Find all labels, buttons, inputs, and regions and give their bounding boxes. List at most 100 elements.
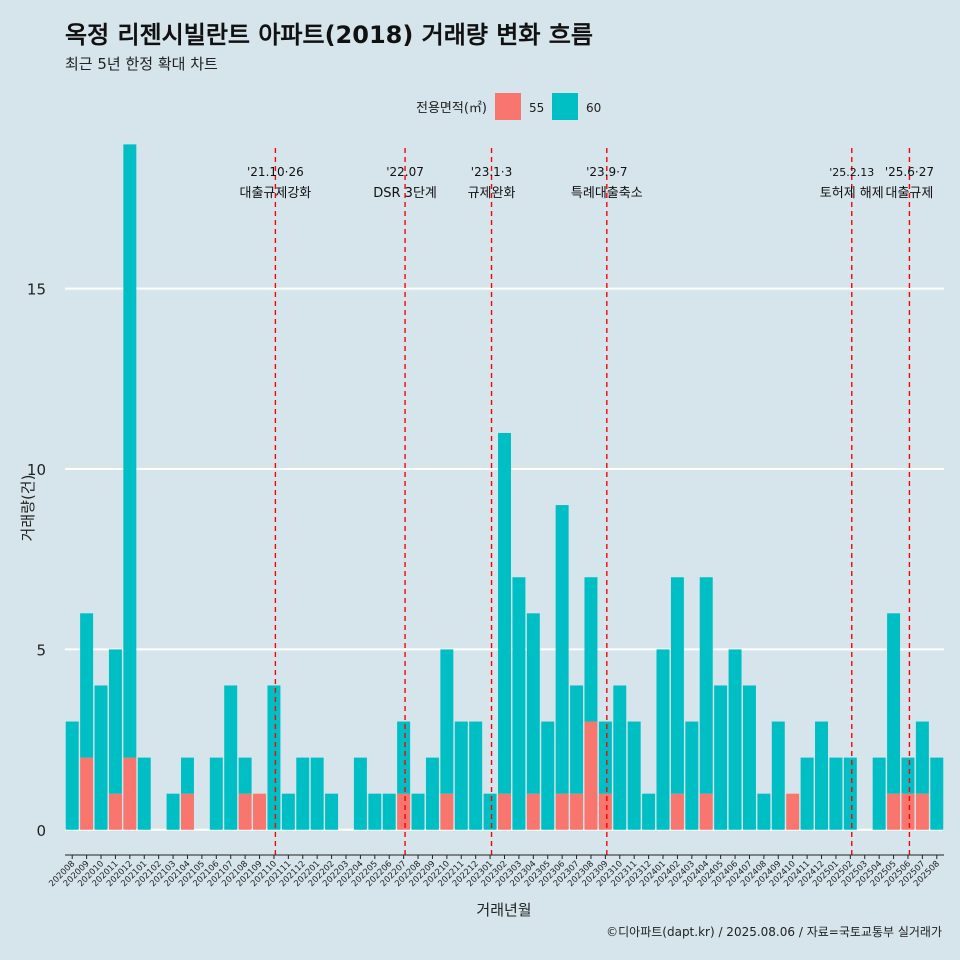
bar-202212-60	[469, 721, 483, 830]
bar-202204-60	[353, 757, 367, 830]
bar-202504-60	[872, 757, 886, 830]
bar-202407-60	[742, 685, 756, 830]
y-tick-label-15: 15	[27, 281, 46, 299]
bar-202404-60	[699, 577, 713, 794]
bar-202410-55	[786, 793, 800, 830]
bar-202507-60	[915, 721, 929, 794]
bar-202108-60	[238, 757, 252, 794]
chart-title: 옥정 리젠시빌란트 아파트(2018) 거래량 변화 흐름	[65, 21, 593, 49]
bar-202009-55	[80, 757, 94, 830]
bar-202111-60	[281, 793, 295, 830]
bar-202402-55	[670, 793, 684, 830]
bar-202110-60	[267, 685, 281, 830]
bar-202403-60	[685, 721, 699, 830]
bar-202401-60	[656, 649, 670, 830]
bar-202012-55	[123, 757, 137, 830]
bar-202011-60	[108, 649, 122, 794]
bar-202104-60	[180, 757, 194, 794]
bar-202301-60	[483, 793, 497, 830]
bar-202502-60	[843, 757, 857, 830]
bar-202312-60	[642, 793, 656, 830]
event-date-5: '25.6·27	[885, 165, 934, 179]
event-label-3: 특례대출축소	[571, 186, 643, 201]
bar-202207-55	[397, 793, 411, 830]
bar-202107-60	[224, 685, 238, 830]
y-axis-label: 거래량(건)	[19, 475, 37, 542]
event-label-5: 대출규제	[885, 186, 933, 201]
bar-202103-60	[166, 793, 180, 830]
event-label-0: 대출규제강화	[240, 186, 312, 201]
bar-202409-60	[771, 721, 785, 830]
bar-202209-60	[425, 757, 439, 830]
bar-202507-55	[915, 793, 929, 830]
bar-202112-60	[296, 757, 310, 830]
x-axis-label: 거래년월	[476, 901, 531, 919]
legend-swatch-60	[552, 93, 578, 120]
event-label-4: 토허제 해제	[820, 186, 884, 201]
chart-caption: ©디아파트(dapt.kr) / 2025.08.06 / 자료=국토교통부 실…	[606, 925, 942, 939]
bar-202405-60	[714, 685, 728, 830]
event-date-2: '23.1·3	[471, 165, 512, 179]
bar-202404-55	[699, 793, 713, 830]
chart-subtitle: 최근 5년 한정 확대 차트	[65, 55, 218, 73]
bar-202206-60	[382, 793, 396, 830]
event-annotations: '21.10·26 대출규제강화 '22.07 DSR 3단계 '23.1·3 규제완화 '…	[240, 148, 934, 855]
bar-202308-55	[584, 721, 598, 830]
event-date-3: '23.9·7	[586, 165, 627, 179]
bar-202101-60	[137, 757, 151, 830]
bar-202008-60	[65, 721, 79, 830]
bar-202508-60	[930, 757, 944, 830]
bar-202202-60	[325, 793, 339, 830]
bar-202210-60	[440, 649, 454, 794]
bar-202308-60	[584, 577, 598, 722]
bar-202408-60	[757, 793, 771, 830]
event-date-4: '25.2.13	[829, 166, 874, 179]
bar-202109-55	[253, 793, 267, 830]
bar-202012-60	[123, 144, 137, 758]
event-date-0: '21.10·26	[247, 165, 304, 179]
bar-202208-60	[411, 793, 425, 830]
bar-202412-60	[815, 721, 829, 830]
event-label-2: 규제완화	[468, 186, 516, 201]
bar-202307-60	[570, 685, 584, 794]
y-tick-label-5: 5	[36, 641, 46, 659]
event-label-1: DSR 3단계	[373, 186, 437, 201]
bar-202011-55	[108, 793, 122, 830]
legend-label-55: 55	[529, 101, 544, 115]
bar-202311-60	[627, 721, 641, 830]
bar-202009-60	[80, 613, 94, 758]
legend: 전용면적(㎡) 55 60	[416, 93, 601, 120]
bar-202406-60	[728, 649, 742, 830]
legend-swatch-55	[495, 93, 521, 120]
bar-202304-55	[526, 793, 540, 830]
bar-202309-60	[598, 721, 612, 794]
bar-202505-55	[887, 793, 901, 830]
bar-202505-60	[887, 613, 901, 794]
y-tick-label-10: 10	[27, 461, 46, 479]
y-axis-ticks: 0 5 10 15	[27, 281, 46, 840]
bar-202210-55	[440, 793, 454, 830]
bar-202501-60	[829, 757, 843, 830]
bar-202402-60	[670, 577, 684, 794]
bar-202304-60	[526, 613, 540, 794]
bar-202305-60	[541, 721, 555, 830]
y-tick-label-0: 0	[36, 822, 46, 840]
bar-202506-55	[901, 793, 915, 830]
legend-title: 전용면적(㎡)	[416, 101, 487, 116]
bar-202310-60	[613, 685, 627, 830]
bar-202205-60	[368, 793, 382, 830]
bar-202201-60	[310, 757, 324, 830]
bar-202411-60	[800, 757, 814, 830]
bar-202106-60	[209, 757, 223, 830]
x-axis: 2020082020092020102020112020122021012021…	[47, 854, 944, 889]
bar-202306-60	[555, 505, 569, 794]
legend-label-60: 60	[586, 101, 601, 115]
bar-202309-55	[598, 793, 612, 830]
bar-202104-55	[180, 793, 194, 830]
bar-202302-55	[498, 793, 511, 830]
bar-202506-60	[901, 757, 915, 794]
event-date-1: '22.07	[386, 165, 424, 179]
bar-202302-60	[498, 432, 511, 794]
bar-202108-55	[238, 793, 252, 830]
